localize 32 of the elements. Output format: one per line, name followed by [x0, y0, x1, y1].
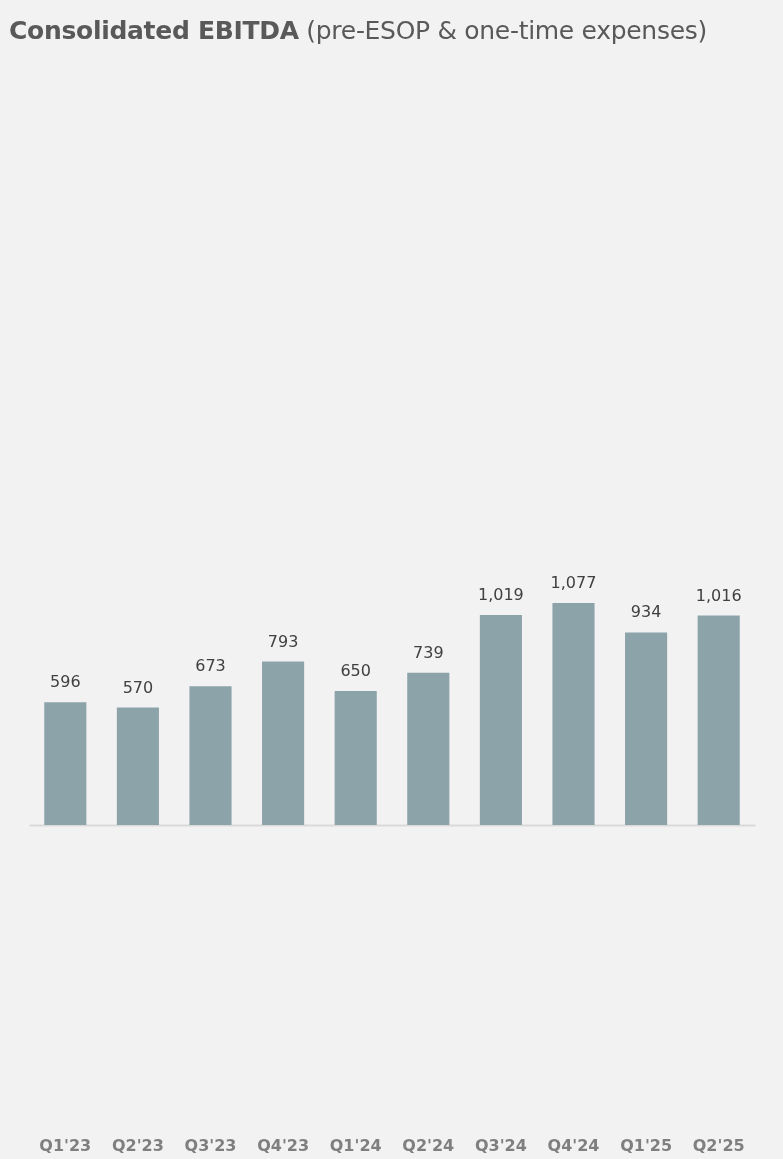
bar — [552, 603, 595, 825]
x-tick-label: Q2'23 — [111, 1135, 164, 1155]
bar — [262, 661, 305, 825]
data-label: 793 — [267, 631, 299, 651]
x-tick-label: Q3'24 — [474, 1135, 527, 1155]
x-tick-label: Q1'25 — [620, 1135, 673, 1155]
chart-subtitle: (pre-ESOP & one-time expenses) — [306, 16, 707, 45]
data-label: 1,019 — [477, 584, 524, 604]
data-label: 739 — [413, 642, 444, 662]
x-tick-label: Q2'24 — [402, 1135, 455, 1155]
x-tick-label: Q4'23 — [257, 1135, 310, 1155]
bar — [697, 615, 740, 825]
x-tick-label: Q1'23 — [39, 1135, 92, 1155]
x-tick-label: Q2'25 — [692, 1135, 745, 1155]
data-label: 1,016 — [695, 585, 742, 605]
data-label: 596 — [50, 672, 81, 692]
bar — [189, 686, 232, 825]
x-tick-label: Q1'24 — [329, 1135, 382, 1155]
x-tick-label: Q4'24 — [547, 1135, 600, 1155]
bar — [407, 672, 450, 825]
bar — [44, 702, 87, 825]
x-tick-label: Q3'23 — [184, 1135, 237, 1155]
data-label: 570 — [122, 677, 154, 697]
bar — [625, 632, 668, 825]
bar — [479, 614, 522, 825]
data-label: 673 — [195, 656, 226, 676]
data-label: 650 — [340, 661, 371, 681]
chart-title: Consolidated EBITDA — [9, 16, 299, 45]
bar — [334, 691, 377, 825]
bar — [116, 707, 159, 825]
data-label: 1,077 — [550, 573, 597, 592]
data-label: 934 — [630, 602, 662, 622]
